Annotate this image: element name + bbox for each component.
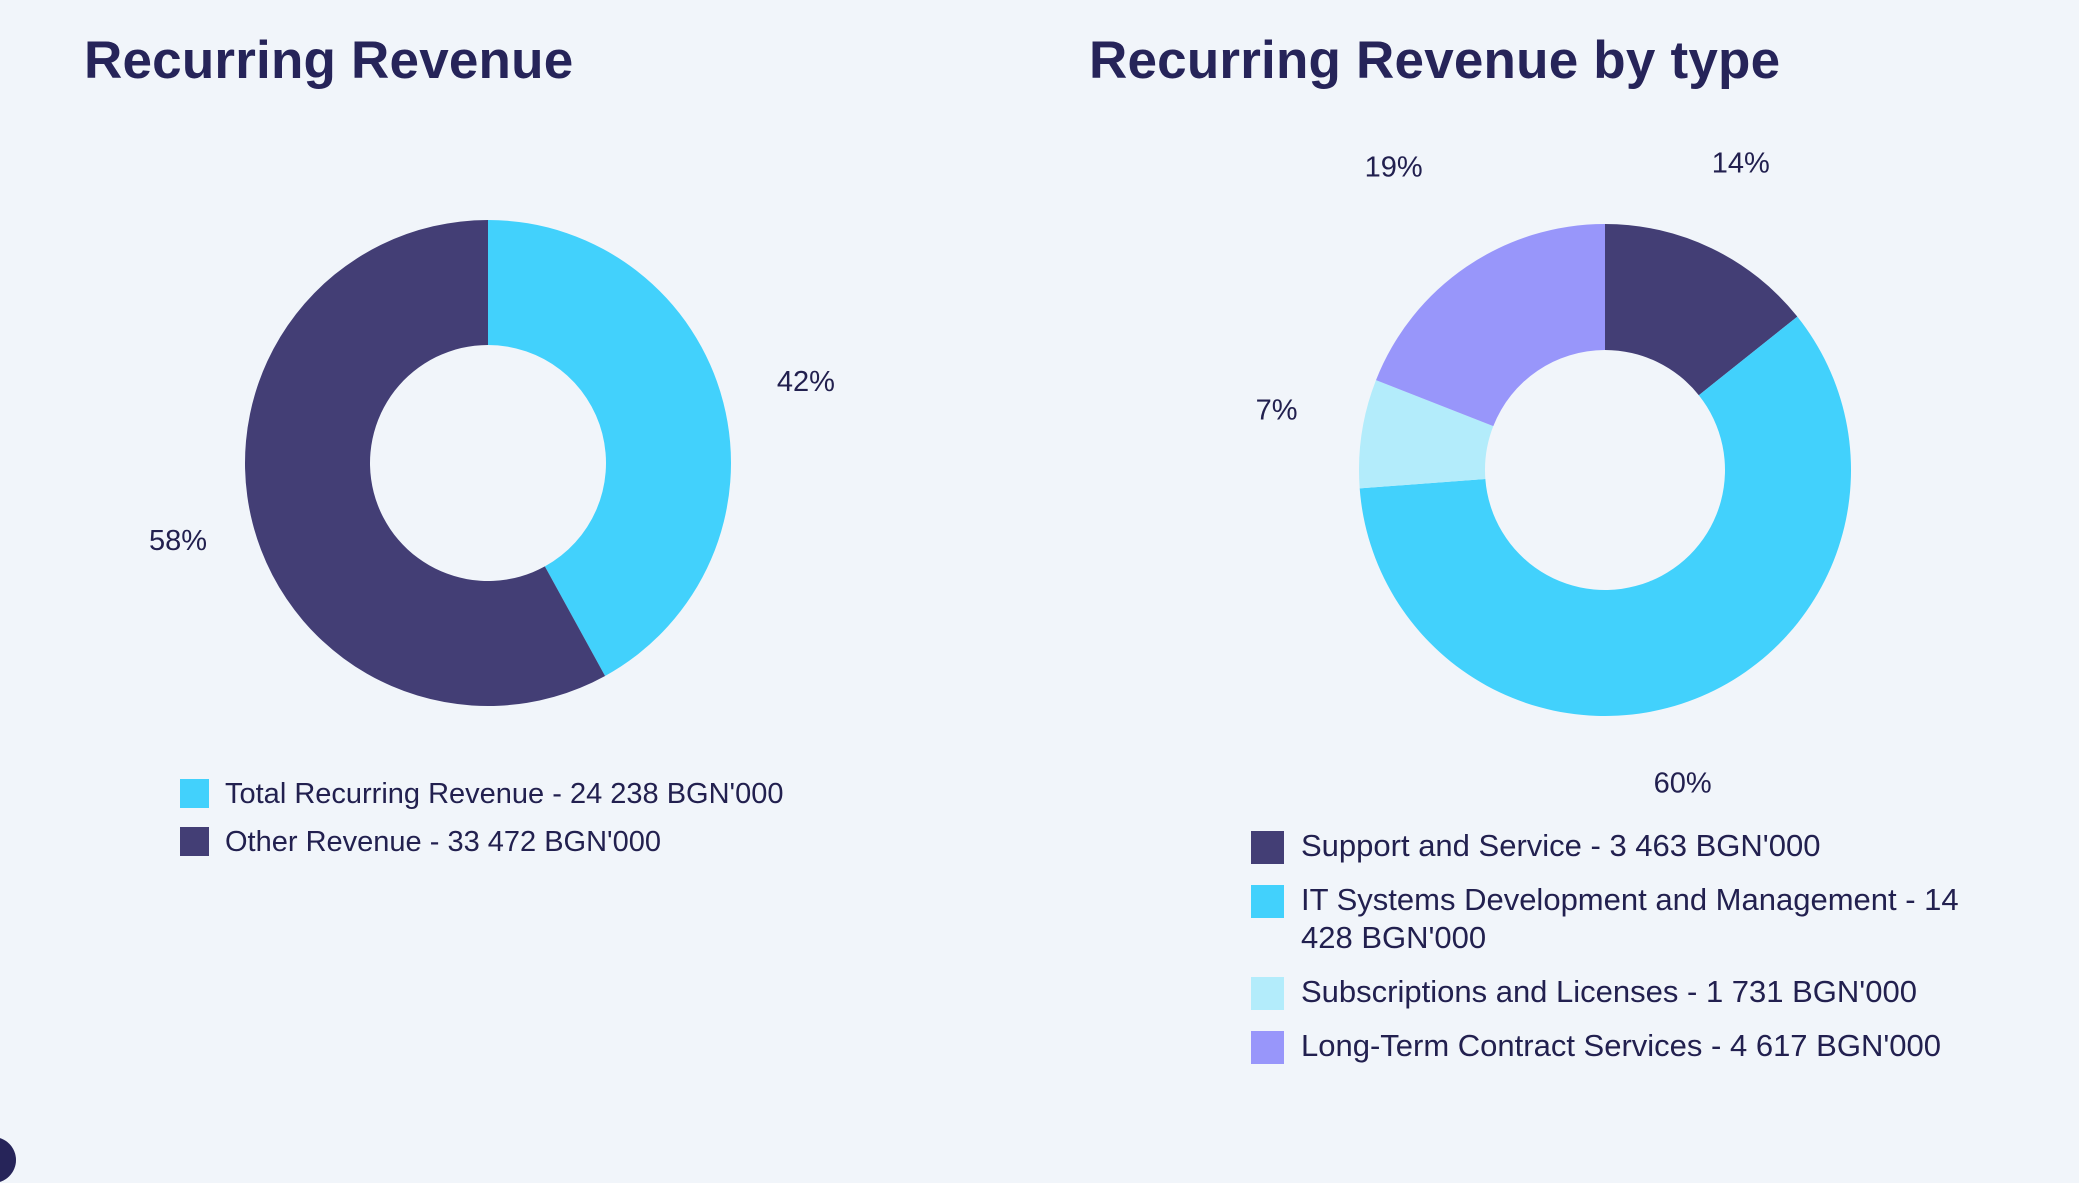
legend-item: Total Recurring Revenue - 24 238 BGN'000 bbox=[180, 777, 783, 811]
chart-panel-recurring-revenue: Recurring Revenue 42% 58% Total Recurring… bbox=[0, 0, 1040, 1147]
donut-slice bbox=[1359, 380, 1494, 489]
legend-label: Subscriptions and Licenses - 1 731 BGN'0… bbox=[1301, 974, 1917, 1009]
chart-legend: Total Recurring Revenue - 24 238 BGN'000… bbox=[180, 777, 783, 873]
donut-slice bbox=[1605, 224, 1798, 396]
legend-swatch bbox=[1251, 885, 1284, 918]
slice-percent-label: 19% bbox=[1365, 152, 1423, 184]
legend-swatch bbox=[180, 827, 209, 856]
donut-chart-recurring-revenue-by-type: 14% 60% 7% 19% bbox=[1256, 148, 1851, 799]
legend-item: Subscriptions and Licenses - 1 731 BGN'0… bbox=[1251, 973, 2011, 1011]
donut-slice bbox=[488, 220, 731, 676]
slice-percent-label: 58% bbox=[149, 525, 207, 557]
donut-chart-recurring-revenue: 42% 58% bbox=[149, 220, 835, 706]
donut-slice bbox=[1359, 316, 1851, 716]
legend-item: Long-Term Contract Services - 4 617 BGN'… bbox=[1251, 1027, 2011, 1065]
legend-swatch bbox=[1251, 1031, 1284, 1064]
legend-label: Other Revenue - 33 472 BGN'000 bbox=[225, 826, 661, 858]
donut-slice bbox=[1376, 224, 1605, 427]
legend-label: IT Systems Development and Management - … bbox=[1301, 882, 1959, 955]
chart-panel-recurring-revenue-by-type: Recurring Revenue by type 14% 60% 7% 19% Su… bbox=[1040, 0, 2079, 1147]
legend-swatch bbox=[180, 779, 209, 808]
legend-label: Support and Service - 3 463 BGN'000 bbox=[1301, 828, 1821, 863]
slice-percent-label: 7% bbox=[1256, 395, 1298, 427]
slice-percent-label: 60% bbox=[1654, 767, 1712, 799]
chart-legend: Support and Service - 3 463 BGN'000 IT S… bbox=[1251, 827, 2011, 1081]
legend-item: Support and Service - 3 463 BGN'000 bbox=[1251, 827, 2011, 865]
legend-label: Total Recurring Revenue - 24 238 BGN'000 bbox=[225, 778, 784, 810]
donut-slice bbox=[245, 220, 606, 706]
chart-title: Recurring Revenue bbox=[84, 31, 574, 90]
legend-item: Other Revenue - 33 472 BGN'000 bbox=[180, 825, 783, 859]
slice-percent-label: 14% bbox=[1712, 148, 1770, 180]
legend-label: Long-Term Contract Services - 4 617 BGN'… bbox=[1301, 1028, 1941, 1063]
legend-swatch bbox=[1251, 831, 1284, 864]
legend-item: IT Systems Development and Management - … bbox=[1251, 881, 2011, 957]
legend-swatch bbox=[1251, 977, 1284, 1010]
slice-percent-label: 42% bbox=[777, 366, 835, 398]
chart-title: Recurring Revenue by type bbox=[1089, 31, 1781, 90]
